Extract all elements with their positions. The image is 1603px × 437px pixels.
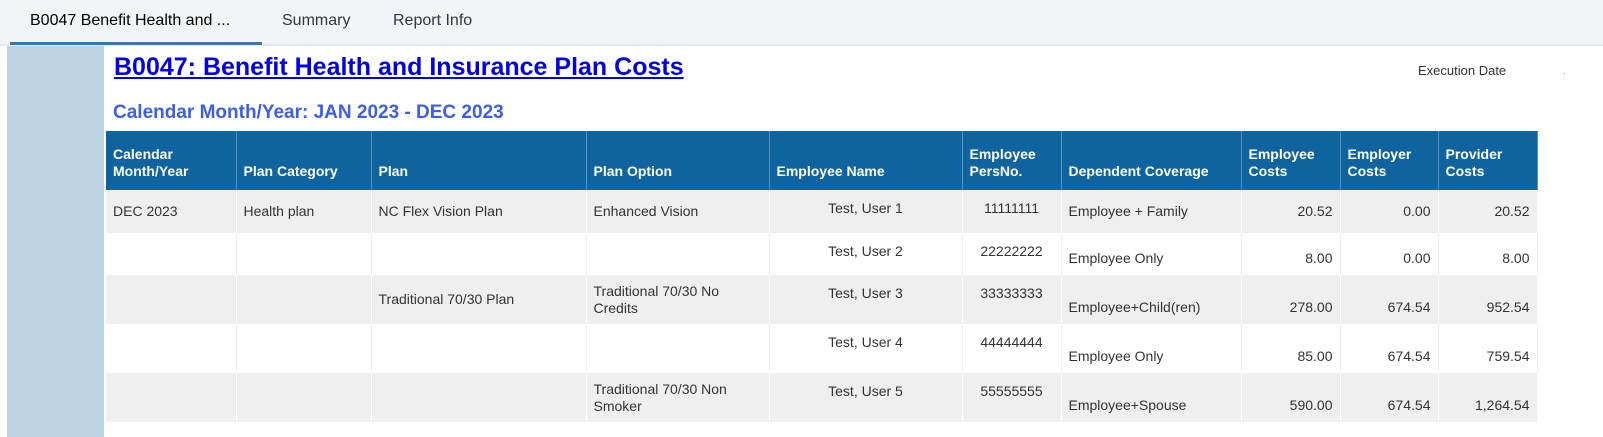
cell-employer-costs: 674.54 [1340,373,1439,422]
column-header-plan-option[interactable]: Plan Option [586,131,770,190]
cell-dependent-coverage: Employee Only [1061,233,1242,275]
column-header-plan[interactable]: Plan [371,131,587,190]
column-header-employee-name[interactable]: Employee Name [769,131,963,190]
cell-plan-category: Health plan [236,190,372,233]
cell-plan [371,373,587,422]
cell-employee-costs: 590.00 [1241,373,1341,422]
cell-employee-costs: 85.00 [1241,324,1341,373]
cell-plan-category [236,275,372,324]
cell-employee-costs: 8.00 [1241,233,1341,275]
table-row: Traditional 70/30 Plan Traditional 70/30 … [106,275,1538,324]
report-title[interactable]: B0047: Benefit Health and Insurance Plan… [114,53,684,81]
cell-employee-name: Test, User 3 [769,275,963,324]
cell-plan-category [236,324,372,373]
cell-plan: Traditional 70/30 Plan [371,275,587,324]
cell-plan-category [236,373,372,422]
left-panel [7,46,104,437]
cell-employer-costs: 674.54 [1340,324,1439,373]
cell-employee-costs: 20.52 [1241,190,1341,233]
column-header-provider-costs[interactable]: Provider Costs [1438,131,1538,190]
cell-employee-name: Test, User 4 [769,324,963,373]
cell-employee-persno: 44444444 [962,324,1062,373]
cell-employer-costs: 0.00 [1340,233,1439,275]
execution-date-value: . [1563,66,1566,77]
column-header-dependent-coverage[interactable]: Dependent Coverage [1061,131,1242,190]
cell-employee-persno: 33333333 [962,275,1062,324]
cell-employee-persno: 11111111 [962,190,1062,233]
cell-plan-option: Enhanced Vision [586,190,770,233]
cell-plan-option [586,233,770,275]
tab-report-info[interactable]: Report Info [393,12,473,29]
cell-employer-costs: 674.54 [1340,275,1439,324]
table-row: Test, User 4 44444444 Employee Only 85.00 67… [106,324,1538,373]
cell-calendar-month-year [106,275,237,324]
cell-employee-persno: 55555555 [962,373,1062,422]
cell-employee-persno: 22222222 [962,233,1062,275]
cell-dependent-coverage: Employee+Child(ren) [1061,275,1242,324]
table-row: Traditional 70/30 Non Smoker Test, User 5… [106,373,1538,422]
cell-provider-costs: 759.54 [1438,324,1538,373]
cell-employee-name: Test, User 2 [769,233,963,275]
cell-plan [371,233,587,275]
cell-employer-costs: 0.00 [1340,190,1439,233]
tab-report[interactable]: B0047 Benefit Health and ... [30,12,231,29]
report-table: Calendar Month/Year Plan Category Plan Plan… [106,131,1538,422]
active-tab-indicator [10,42,262,45]
report-subtitle: Calendar Month/Year: JAN 2023 - DEC 2023 [113,102,504,123]
cell-provider-costs: 20.52 [1438,190,1538,233]
cell-calendar-month-year [106,233,237,275]
cell-plan-option: Traditional 70/30 No Credits [586,275,770,324]
cell-plan-category [236,233,372,275]
cell-calendar-month-year [106,373,237,422]
cell-calendar-month-year [106,324,237,373]
cell-dependent-coverage: Employee+Spouse [1061,373,1242,422]
cell-employee-costs: 278.00 [1241,275,1341,324]
table-row: Test, User 2 22222222 Employee Only 8.00 0.0… [106,233,1538,275]
column-header-employee-costs[interactable]: Employee Costs [1241,131,1341,190]
cell-provider-costs: 952.54 [1438,275,1538,324]
cell-plan: NC Flex Vision Plan [371,190,587,233]
column-header-calendar-month-year[interactable]: Calendar Month/Year [106,131,237,190]
cell-plan-option [586,324,770,373]
cell-dependent-coverage: Employee + Family [1061,190,1242,233]
cell-provider-costs: 1,264.54 [1438,373,1538,422]
column-header-employee-persno[interactable]: Employee PersNo. [962,131,1062,190]
execution-date-label: Execution Date [1418,63,1507,78]
cell-employee-name: Test, User 1 [769,190,963,233]
cell-provider-costs: 8.00 [1438,233,1538,275]
column-header-employer-costs[interactable]: Employer Costs [1340,131,1439,190]
column-header-plan-category[interactable]: Plan Category [236,131,372,190]
table-row: DEC 2023 Health plan NC Flex Vision Plan En… [106,190,1538,233]
tab-bar: B0047 Benefit Health and ... Summary Rep… [0,0,1603,46]
cell-plan [371,324,587,373]
cell-plan-option: Traditional 70/30 Non Smoker [586,373,770,422]
cell-calendar-month-year: DEC 2023 [106,190,237,233]
cell-employee-name: Test, User 5 [769,373,963,422]
cell-dependent-coverage: Employee Only [1061,324,1242,373]
tab-summary[interactable]: Summary [282,12,351,29]
